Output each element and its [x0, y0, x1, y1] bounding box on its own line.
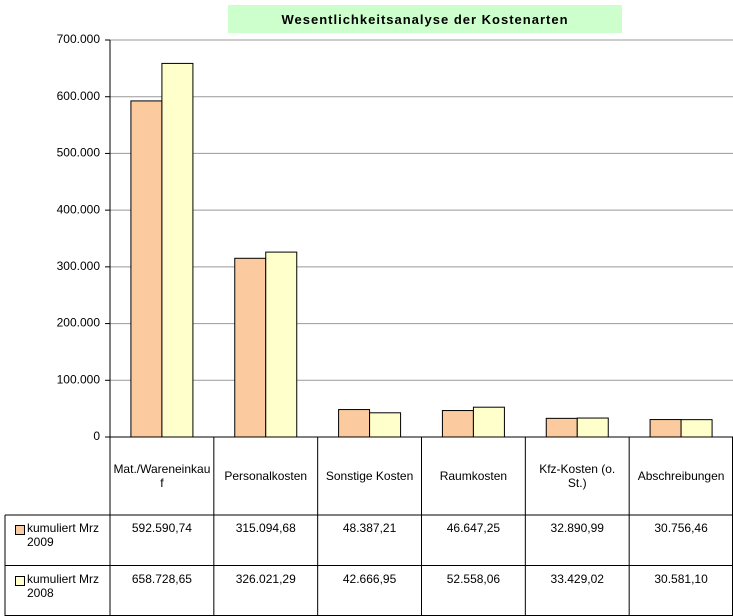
legend-entry: kumuliert Mrz 2009 — [5, 515, 110, 566]
chart-title: Wesentlichkeitsanalyse der Kostenarten — [228, 5, 622, 33]
table-value: 42.666,95 — [342, 571, 397, 586]
y-tick-label: 500.000 — [57, 146, 101, 160]
x-tick-label: Raumkosten — [439, 469, 508, 483]
bar — [369, 412, 402, 438]
x-tick-label: Personalkosten — [224, 469, 308, 483]
table-value: 33.429,02 — [550, 571, 604, 586]
table-value: 30.756,46 — [654, 521, 708, 535]
bar — [441, 410, 474, 438]
table-value: 52.558,06 — [446, 571, 501, 586]
table-value: 326.021,29 — [235, 571, 296, 586]
table-value: 315.094,68 — [235, 521, 296, 535]
bar — [130, 100, 163, 438]
bar — [338, 409, 371, 438]
y-tick-label: 700.000 — [57, 32, 101, 46]
bar — [545, 417, 578, 438]
bar — [472, 406, 505, 438]
bar — [576, 417, 609, 438]
table-value: 46.647,25 — [446, 521, 501, 535]
y-tick-label: 300.000 — [57, 259, 101, 273]
y-tick-label: 200.000 — [57, 316, 101, 330]
bar — [680, 419, 713, 438]
bar — [265, 251, 298, 438]
table-value: 30.581,10 — [654, 571, 708, 586]
table-value: 592.590,74 — [131, 521, 192, 535]
y-tick-label: 600.000 — [57, 89, 101, 103]
x-tick-label: Sonstige Kosten — [325, 469, 414, 483]
table-value: 658.728,65 — [131, 571, 192, 586]
table-value: 32.890,99 — [550, 521, 604, 535]
y-tick-label: 0 — [93, 429, 100, 443]
table-value: 48.387,21 — [342, 521, 397, 535]
bar — [649, 419, 682, 438]
bar — [234, 257, 267, 438]
x-tick-label: Mat./Wareneinkauf — [113, 462, 211, 490]
y-tick-label: 400.000 — [57, 202, 101, 216]
legend-swatch — [15, 525, 25, 535]
x-tick-label: Kfz-Kosten (o. St.) — [539, 462, 616, 490]
legend-entry: kumuliert Mrz 2008 — [5, 566, 110, 616]
y-tick-label: 100.000 — [57, 372, 101, 386]
x-tick-label: Abschreibungen — [637, 469, 725, 483]
legend-swatch — [15, 575, 25, 586]
bar — [161, 62, 194, 438]
